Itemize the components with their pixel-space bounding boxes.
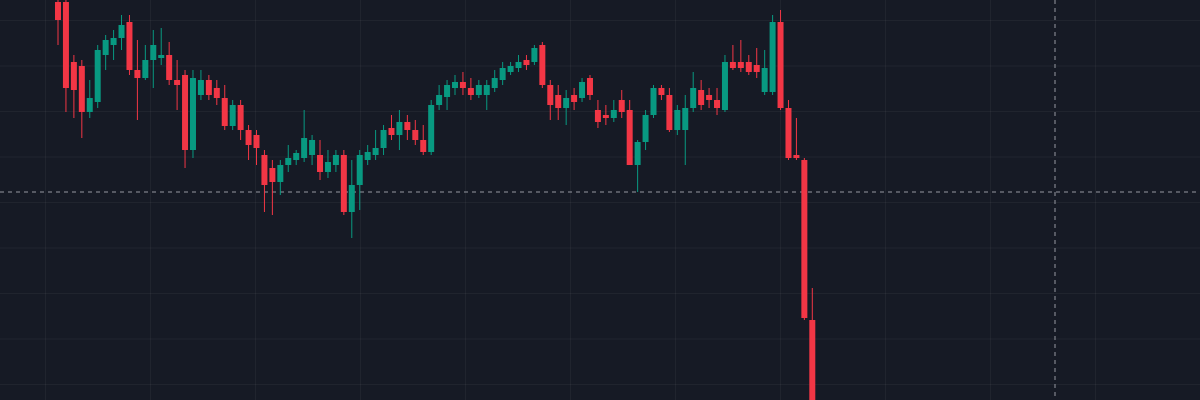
candle-body	[658, 88, 665, 95]
candle-body	[531, 48, 538, 62]
candle-body	[78, 66, 85, 112]
candle-body	[245, 130, 252, 145]
candle-body	[698, 90, 705, 105]
candle-body	[618, 100, 625, 112]
candle-body	[253, 135, 260, 148]
candle-body	[356, 155, 363, 185]
candle-body	[388, 128, 395, 135]
candle-body	[737, 62, 744, 68]
candle-body	[86, 98, 93, 112]
candle-body	[293, 153, 300, 160]
candles	[55, 0, 816, 400]
candle-body	[793, 155, 800, 158]
candle-body	[642, 115, 649, 142]
candle-body	[563, 98, 570, 108]
candle-body	[666, 95, 673, 130]
candle-body	[269, 168, 276, 182]
candle-body	[539, 45, 546, 85]
candle-body	[753, 65, 760, 72]
candle-body	[499, 68, 506, 80]
candle-body	[602, 115, 609, 118]
candle-body	[674, 110, 681, 130]
candle-body	[317, 155, 324, 172]
candle-body	[126, 22, 133, 70]
candle-body	[197, 80, 204, 95]
candle-body	[150, 45, 157, 60]
candle-body	[380, 130, 387, 148]
candle-body	[706, 95, 713, 100]
candle-body	[332, 155, 339, 165]
candle-body	[785, 108, 792, 158]
candle-body	[166, 55, 173, 80]
candle-body	[142, 60, 149, 78]
candle-body	[348, 185, 355, 212]
candle-body	[134, 70, 141, 78]
candle-body	[229, 105, 236, 126]
candle-body	[777, 22, 784, 108]
candle-body	[309, 140, 316, 155]
candle-body	[428, 105, 435, 152]
candle-body	[444, 85, 451, 97]
candle-body	[189, 78, 196, 150]
candle-body	[579, 82, 586, 98]
candle-body	[340, 155, 347, 212]
candle-body	[714, 100, 721, 108]
candle-body	[301, 138, 308, 158]
candle-body	[586, 78, 593, 95]
candle-body	[721, 62, 728, 110]
candle-body	[396, 122, 403, 135]
candle-body	[594, 110, 601, 122]
candle-body	[436, 95, 443, 105]
candle-body	[761, 68, 768, 92]
candle-body	[523, 60, 530, 65]
candle-body	[507, 66, 514, 72]
candle-body	[467, 88, 474, 95]
candle-body	[174, 80, 181, 85]
candle-body	[610, 110, 617, 118]
candle-body	[555, 95, 562, 108]
candle-body	[158, 55, 165, 58]
candle-body	[809, 320, 816, 400]
candle-body	[364, 152, 371, 160]
candle-body	[547, 85, 554, 105]
candle-body	[285, 158, 292, 165]
candle-body	[682, 108, 689, 130]
candle-body	[420, 140, 427, 152]
candle-body	[745, 62, 752, 72]
candle-body	[261, 155, 268, 185]
candle-body	[483, 85, 490, 95]
candle-body	[324, 162, 331, 172]
candle-body	[650, 88, 657, 115]
candle-body	[571, 95, 578, 102]
candle-body	[237, 105, 244, 130]
candle-body	[729, 62, 736, 68]
candle-body	[221, 98, 228, 126]
candle-body	[62, 2, 69, 88]
candle-body	[634, 142, 641, 165]
candle-body	[277, 165, 284, 182]
candle-body	[372, 148, 379, 155]
candle-body	[118, 25, 125, 38]
candle-body	[70, 62, 77, 90]
candle-body	[55, 2, 61, 20]
candle-body	[182, 75, 189, 150]
candle-body	[690, 88, 697, 108]
candle-body	[404, 122, 411, 130]
candle-body	[626, 110, 633, 165]
candle-body	[213, 88, 220, 98]
candle-body	[412, 130, 419, 140]
candle-body	[110, 38, 117, 45]
candle-body	[94, 50, 101, 102]
candle-body	[475, 85, 482, 95]
candle-body	[515, 62, 522, 68]
candle-body	[491, 78, 498, 88]
candle-body	[801, 160, 808, 318]
candle-body	[205, 80, 212, 95]
candle-body	[452, 82, 458, 88]
candle-body	[769, 22, 776, 92]
candle-body	[459, 82, 466, 88]
candle-body	[102, 40, 109, 55]
